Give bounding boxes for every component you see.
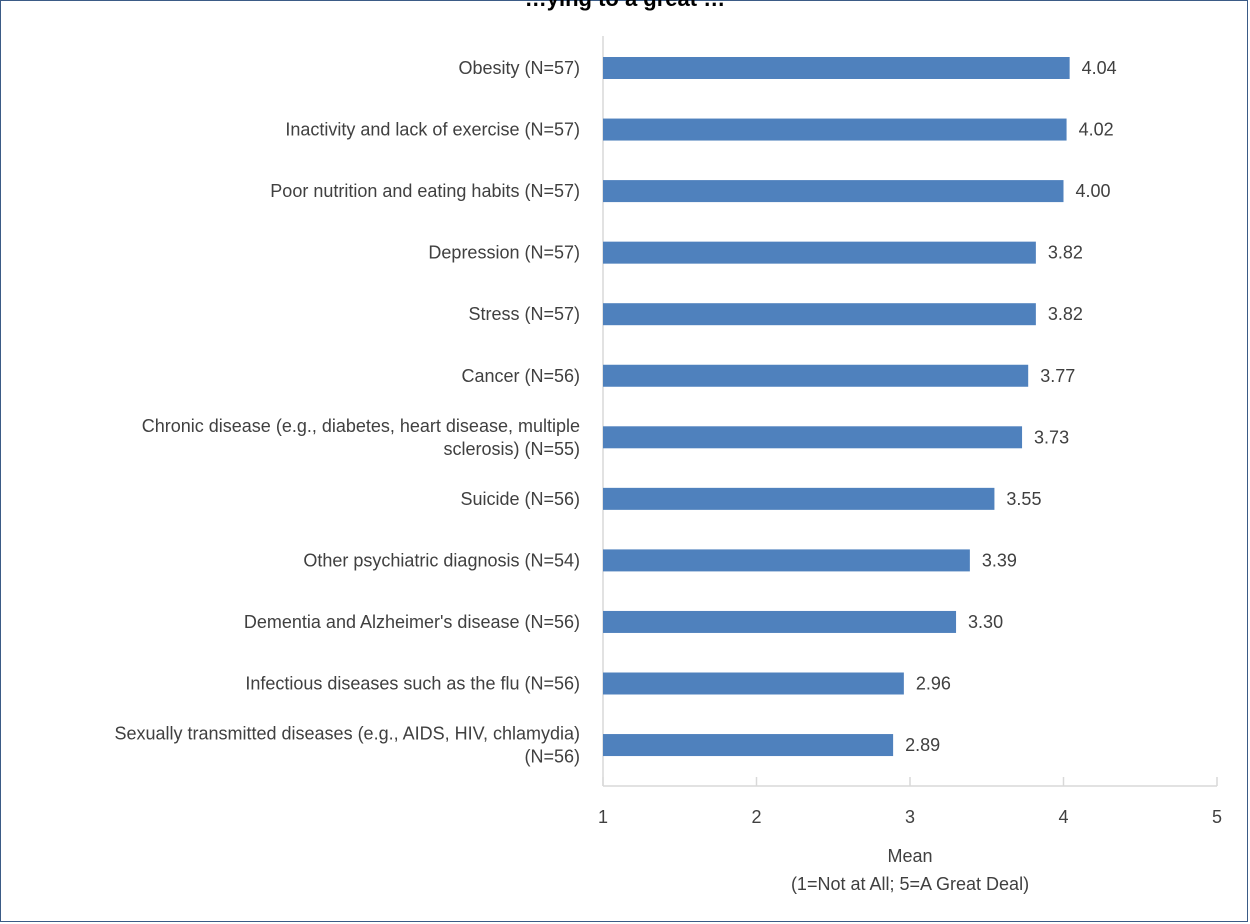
bar: [603, 180, 1064, 203]
bar: [603, 303, 1036, 326]
category-label: Sexually transmitted diseases (e.g., AID…: [114, 724, 580, 767]
bar: [603, 118, 1067, 141]
x-tick-label: 2: [751, 807, 761, 827]
category-label: Poor nutrition and eating habits (N=57): [270, 181, 580, 201]
data-label: 3.30: [968, 612, 1003, 632]
category-label: Depression (N=57): [428, 243, 580, 263]
data-label: 3.73: [1034, 427, 1069, 447]
x-axis-title: Mean (1=Not at All; 5=A Great Deal): [791, 846, 1029, 894]
category-label: Dementia and Alzheimer's disease (N=56): [244, 612, 580, 632]
data-label: 2.89: [905, 735, 940, 755]
category-label: Cancer (N=56): [461, 366, 580, 386]
chart-title: …ying to a great …: [0, 0, 1250, 12]
bar: [603, 672, 904, 695]
bar: [603, 364, 1029, 387]
data-label: 3.82: [1048, 243, 1083, 263]
data-label: 4.02: [1079, 120, 1114, 140]
bar: [603, 549, 970, 572]
data-label: 3.39: [982, 550, 1017, 570]
x-tick-label: 5: [1212, 807, 1222, 827]
x-tick-label: 3: [905, 807, 915, 827]
bar: [603, 610, 957, 633]
data-label: 4.00: [1076, 181, 1111, 201]
x-tick-label: 1: [598, 807, 608, 827]
bar: [603, 487, 995, 510]
category-label: Inactivity and lack of exercise (N=57): [285, 120, 580, 140]
category-label: Stress (N=57): [468, 304, 580, 324]
data-label: 4.04: [1082, 58, 1117, 78]
data-label: 3.82: [1048, 304, 1083, 324]
bar: [603, 241, 1036, 264]
category-label: Chronic disease (e.g., diabetes, heart d…: [142, 416, 580, 459]
category-label: Other psychiatric diagnosis (N=54): [303, 550, 580, 570]
data-label: 3.77: [1040, 366, 1075, 386]
bar: [603, 426, 1023, 449]
data-label: 2.96: [916, 674, 951, 694]
bar: [603, 57, 1070, 79]
bar: [603, 734, 894, 757]
category-label: Suicide (N=56): [460, 489, 580, 509]
data-label: 3.55: [1006, 489, 1041, 509]
x-tick-label: 4: [1058, 807, 1068, 827]
category-label: Infectious diseases such as the flu (N=5…: [245, 674, 580, 694]
category-label: Obesity (N=57): [458, 58, 580, 78]
